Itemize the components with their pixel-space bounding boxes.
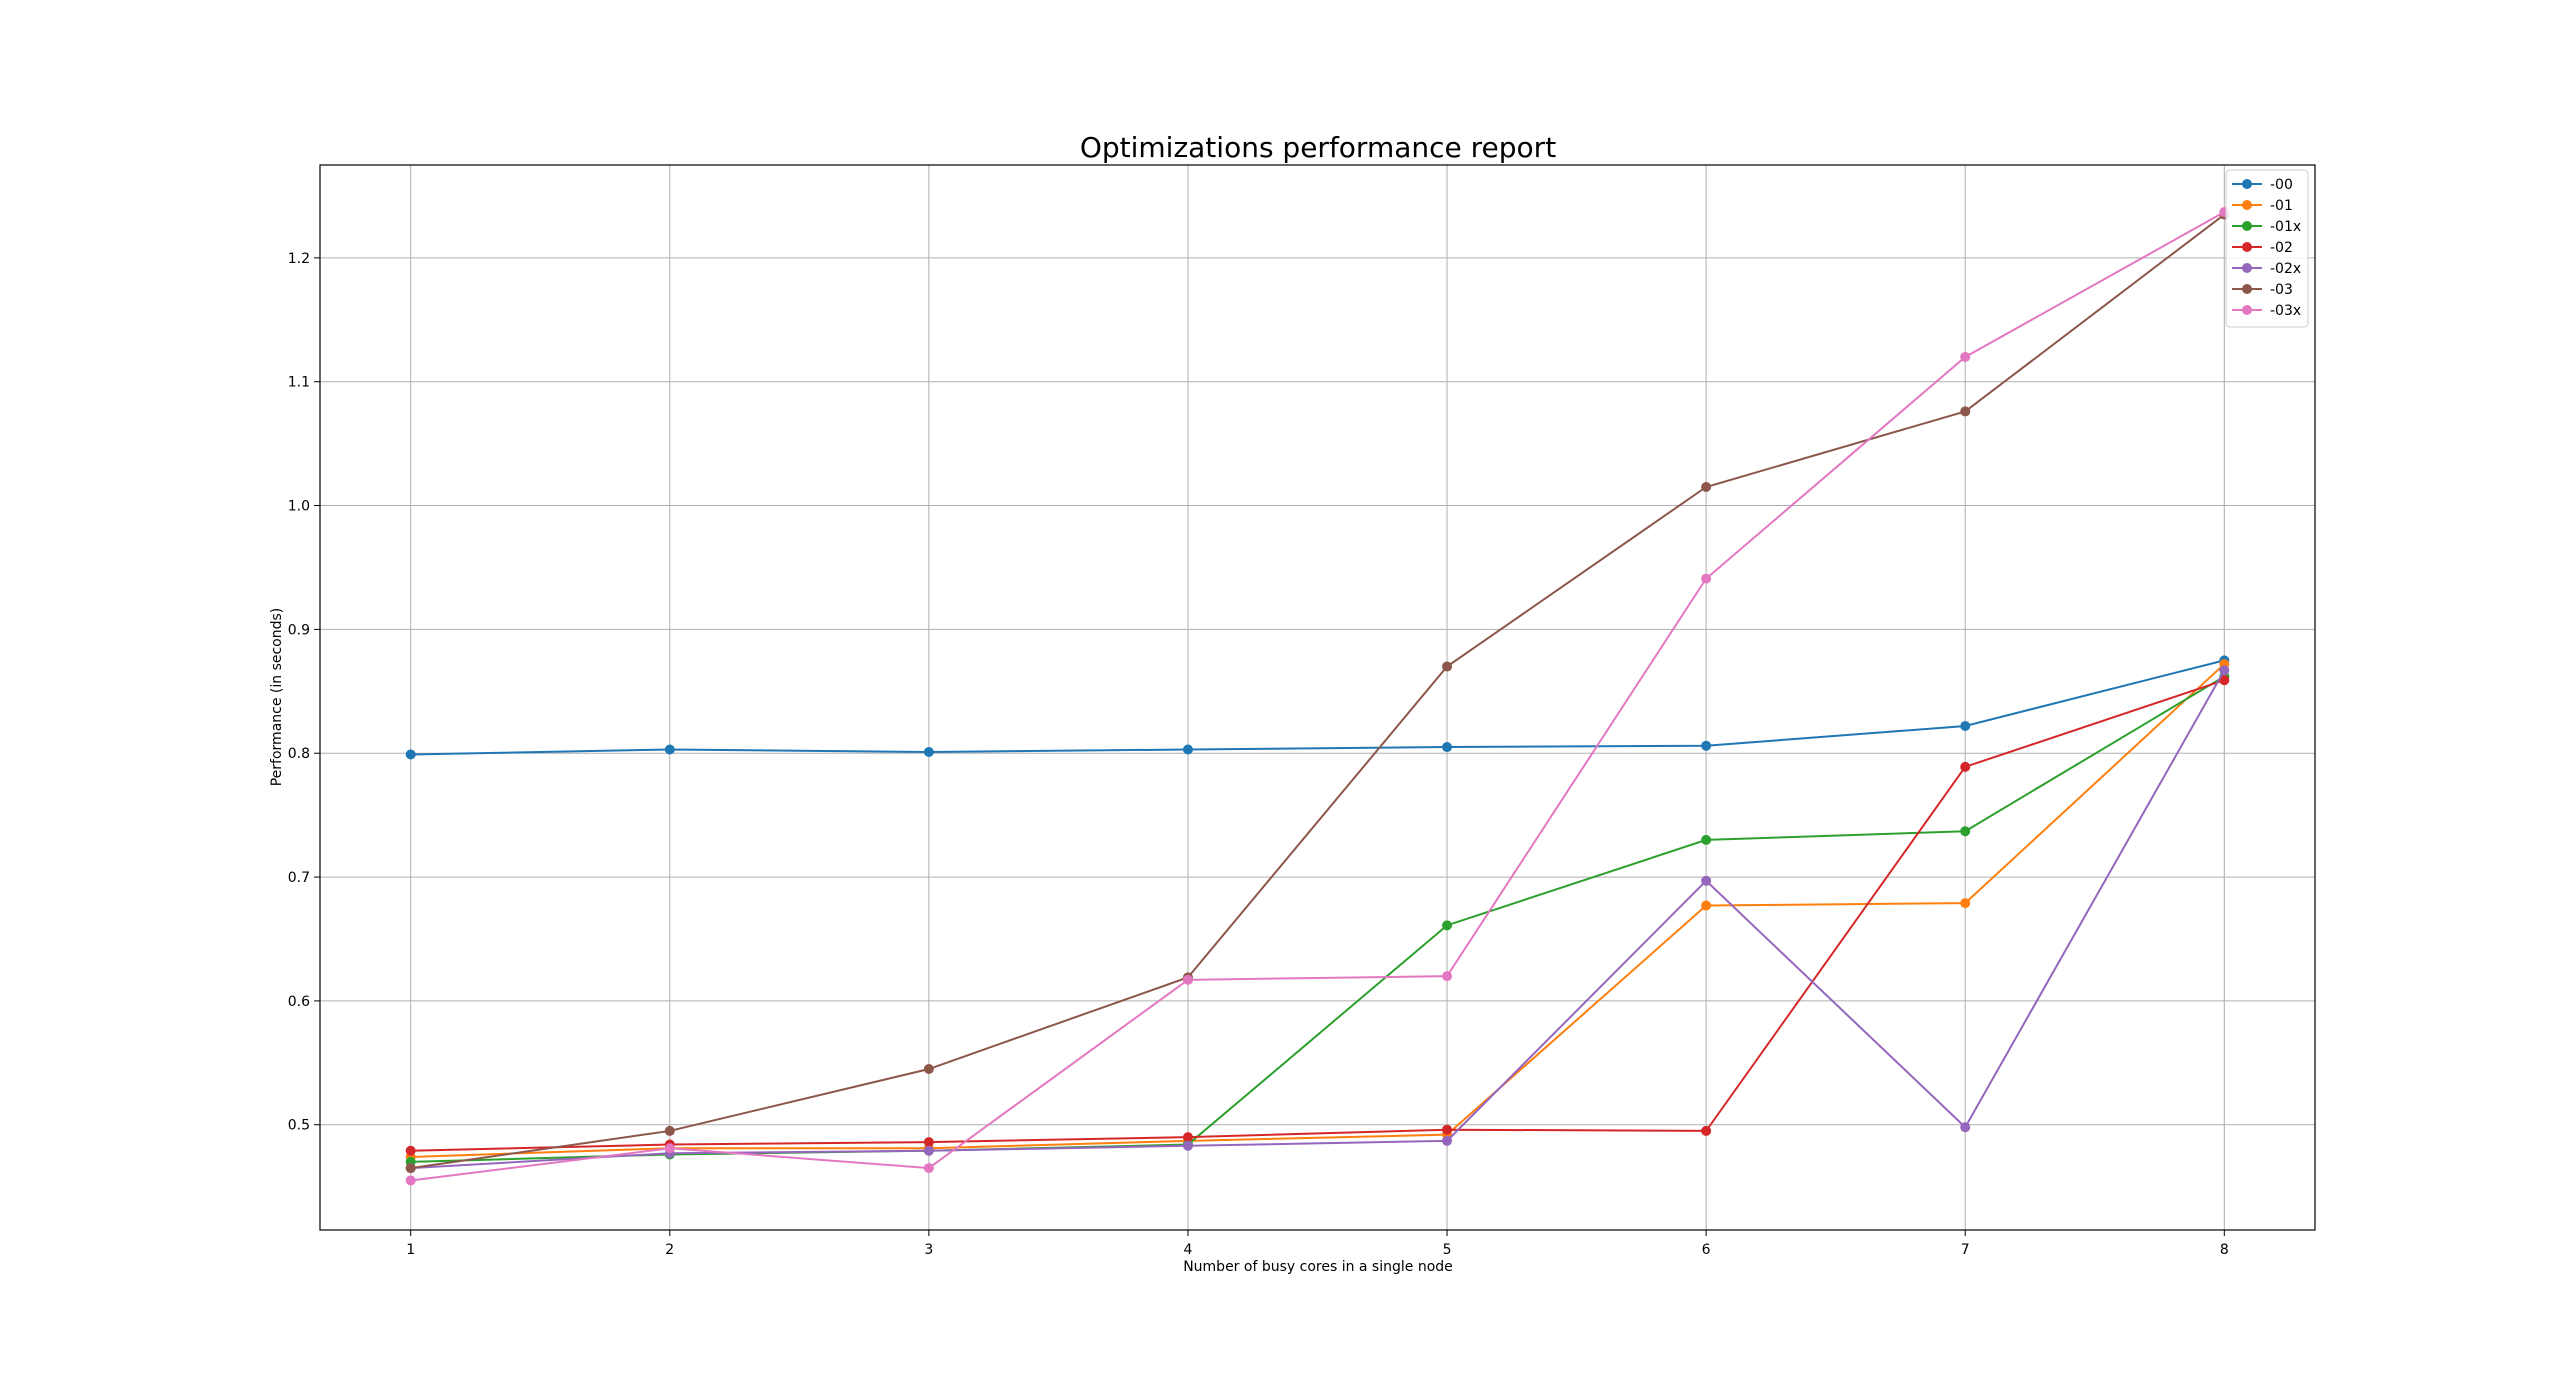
data-point	[1182, 974, 1193, 985]
y-axis-label: Performance (in seconds)	[269, 608, 285, 787]
x-tick-label: 8	[2220, 1242, 2229, 1258]
y-tick-label: 1.2	[288, 251, 310, 267]
data-point	[405, 749, 416, 760]
legend-item: -00	[2232, 177, 2293, 193]
legend-item: -02x	[2232, 261, 2301, 277]
series-01	[405, 659, 2230, 1162]
legend-label: -03x	[2270, 303, 2301, 319]
x-tick-label: 3	[924, 1242, 933, 1258]
data-point	[1960, 898, 1971, 909]
x-tick-label: 2	[665, 1242, 674, 1258]
axis-ticks: 1 2 3 4 5 6 7 8 0.5 0.6 0.7 0.8 0.9 1.0 1.1 1.2	[288, 251, 2229, 1258]
legend-label: -01x	[2270, 219, 2301, 235]
series-line	[410, 675, 2225, 1163]
series-line	[410, 679, 2225, 1152]
data-point	[2219, 675, 2230, 686]
y-tick-label: 0.5	[288, 1118, 310, 1134]
legend-marker	[2242, 284, 2252, 294]
series-line	[410, 213, 2225, 1170]
legend-marker	[2242, 200, 2252, 210]
data-point	[1960, 406, 1971, 417]
legend-marker	[2242, 179, 2252, 189]
data-point	[923, 1163, 934, 1174]
data-point	[1701, 573, 1712, 584]
legend-item: -01	[2232, 198, 2293, 214]
series-02	[405, 675, 2230, 1156]
data-point	[405, 1163, 416, 1174]
data-point	[664, 744, 675, 755]
legend-item: -03	[2232, 282, 2293, 298]
plot-area-frame	[319, 164, 2316, 1231]
data-point	[1442, 1124, 1453, 1135]
series-line	[410, 669, 2226, 1170]
x-tick-label: 7	[1961, 1242, 1970, 1258]
data-point	[1701, 834, 1712, 845]
series-01x	[405, 671, 2230, 1167]
series-03x	[405, 207, 2230, 1186]
legend-marker	[2242, 242, 2252, 252]
chart-title: Optimizations performance report	[1080, 131, 1556, 164]
data-point	[1701, 875, 1712, 886]
y-tick-label: 1.1	[288, 375, 310, 391]
data-point	[923, 746, 934, 757]
data-point	[1182, 1132, 1193, 1143]
legend-label: -00	[2270, 177, 2293, 193]
x-axis-label: Number of busy cores in a single node	[1183, 1259, 1453, 1275]
grid	[320, 165, 2315, 1230]
data-point	[923, 1064, 934, 1075]
series-line	[410, 659, 2225, 756]
data-point	[1701, 1125, 1712, 1136]
data-point	[1182, 744, 1193, 755]
data-point	[1960, 761, 1971, 772]
legend-label: -02x	[2270, 261, 2301, 277]
y-tick-label: 1.0	[288, 499, 310, 515]
data-point	[1442, 971, 1453, 982]
y-tick-label: 0.7	[288, 870, 310, 886]
y-tick-label: 0.6	[288, 994, 310, 1010]
x-tick-label: 4	[1183, 1242, 1192, 1258]
data-point	[1960, 1122, 1971, 1133]
data-point	[1442, 920, 1453, 931]
legend-label: -03	[2270, 282, 2293, 298]
legend-item: -02	[2232, 240, 2293, 256]
data-point	[1960, 826, 1971, 837]
data-point	[1701, 900, 1712, 911]
legend-label: -01	[2270, 198, 2293, 214]
series-line	[410, 211, 2225, 1182]
data-point	[664, 1143, 675, 1154]
series-00	[405, 655, 2230, 760]
x-tick-label: 6	[1702, 1242, 1711, 1258]
y-tick-label: 0.9	[288, 622, 310, 638]
data-point	[1442, 661, 1453, 672]
data-point	[1960, 720, 1971, 731]
data-point	[664, 1125, 675, 1136]
data-point	[1442, 742, 1453, 753]
data-point	[405, 1175, 416, 1186]
data-point	[1960, 351, 1971, 362]
legend-item: -01x	[2232, 219, 2301, 235]
legend-marker	[2242, 263, 2252, 273]
legend-item: -03x	[2232, 303, 2301, 319]
legend-marker	[2242, 305, 2252, 315]
data-point	[923, 1137, 934, 1148]
series-03	[405, 209, 2230, 1174]
data-point	[923, 1145, 934, 1156]
y-tick-label: 0.8	[288, 746, 310, 762]
x-tick-label: 5	[1443, 1242, 1452, 1258]
data-point	[1701, 740, 1712, 751]
series-02x	[405, 665, 2230, 1174]
series-line	[410, 663, 2225, 1158]
legend-marker	[2242, 221, 2252, 231]
data-point	[1442, 1135, 1453, 1146]
data-point	[1701, 481, 1712, 492]
x-tick-label: 1	[406, 1242, 415, 1258]
data-point	[2219, 665, 2230, 676]
legend: -00 -01 -01x -02 -02x -03 -03x	[2225, 169, 2309, 328]
legend-label: -02	[2270, 240, 2293, 256]
series-lines	[405, 207, 2230, 1186]
data-point	[405, 1145, 416, 1156]
data-point	[1182, 1140, 1193, 1151]
